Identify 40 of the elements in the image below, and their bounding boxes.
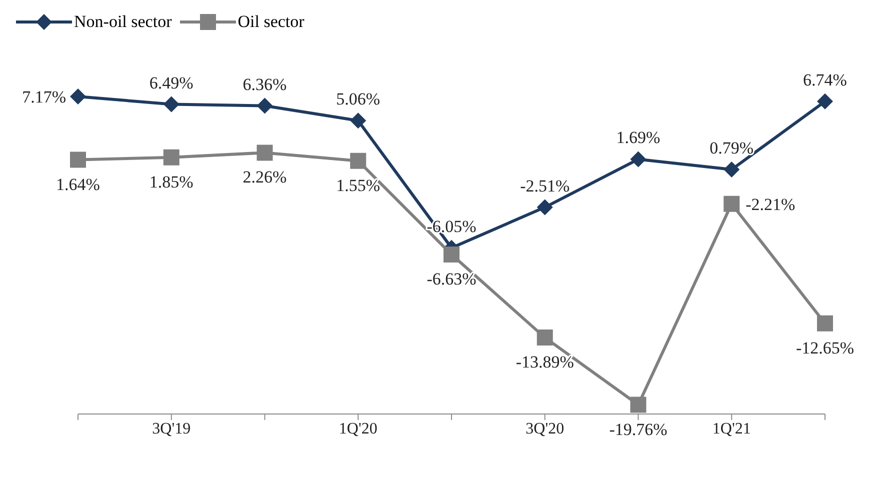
data-label: 6.49% — [149, 73, 194, 92]
point — [70, 152, 86, 168]
point — [724, 196, 740, 212]
point — [817, 315, 833, 332]
x-tick-label: 1Q'21 — [712, 420, 751, 438]
data-label: 1.64% — [56, 174, 100, 194]
x-tick-label: 3Q'20 — [526, 420, 564, 438]
point — [724, 162, 740, 178]
data-label: 0.79% — [710, 138, 754, 158]
point — [817, 93, 833, 110]
data-label: 6.36% — [242, 74, 287, 94]
data-label: -13.89% — [516, 352, 574, 372]
data-label: -19.76% — [609, 420, 668, 439]
point — [350, 152, 366, 169]
data-label: 1.69% — [616, 128, 660, 148]
data-label: 2.26% — [242, 168, 287, 187]
point — [536, 199, 553, 216]
legend-label: Oil sector — [238, 12, 304, 32]
point — [630, 151, 646, 168]
data-label: -6.63% — [426, 269, 476, 288]
x-tick-label: 1Q'20 — [338, 420, 378, 438]
point — [163, 149, 180, 166]
point — [70, 88, 86, 104]
data-label: 6.74% — [803, 70, 847, 90]
point — [630, 396, 646, 413]
data-label: 5.06% — [336, 90, 380, 109]
data-label: -2.21% — [746, 194, 796, 214]
point — [536, 330, 553, 346]
x-tick-label: 3Q'19 — [152, 420, 191, 438]
point — [256, 98, 273, 114]
point — [256, 144, 273, 161]
point — [444, 246, 460, 262]
data-label: 7.17% — [22, 87, 66, 106]
legend-label: Non-oil sector — [74, 12, 172, 32]
data-label: -2.51% — [520, 176, 570, 196]
point — [350, 112, 366, 129]
data-label: -12.65% — [796, 338, 854, 358]
data-label: 1.55% — [336, 176, 380, 195]
point — [163, 96, 180, 112]
data-label: 1.85% — [149, 172, 194, 192]
